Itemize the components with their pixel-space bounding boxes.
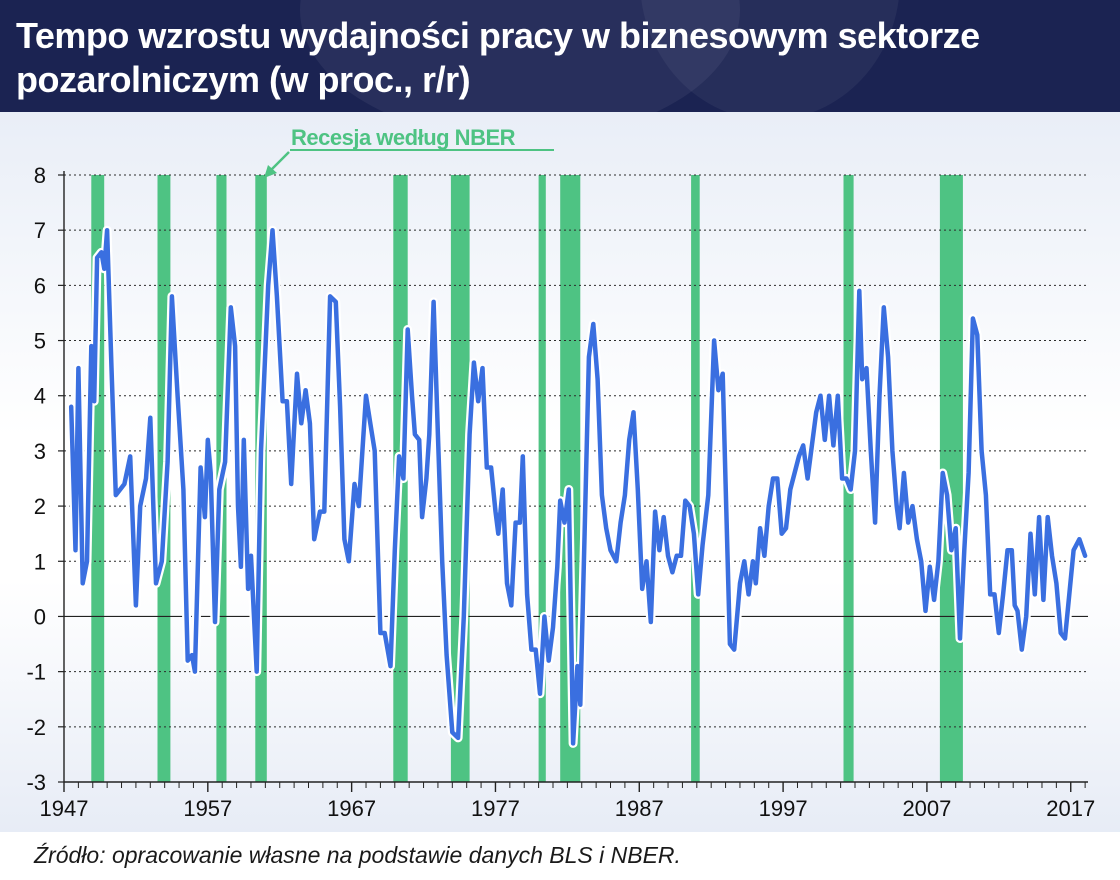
y-tick-label: 1 [34,549,46,574]
y-tick-label: 5 [34,329,46,354]
x-tick-label: 2017 [1046,796,1095,821]
annotation-arrowhead [264,165,277,178]
y-tick-label: 4 [34,384,46,409]
recession-annotation: Recesja według NBER [291,125,516,150]
y-tick-label: 3 [34,439,46,464]
y-tick-label: -2 [26,715,46,740]
y-tick-label: 7 [34,218,46,243]
header-decoration [300,0,740,112]
y-tick-label: -1 [26,660,46,685]
annotation-layer: Recesja według NBER [264,125,554,178]
chart-title: Tempo wzrostu wydajności pracy w bizneso… [16,15,980,100]
title-bar: Tempo wzrostu wydajności pracy w bizneso… [0,0,1120,112]
series-line [68,227,1088,746]
x-tick-label: 1967 [327,796,376,821]
y-tick-label: -3 [26,770,46,795]
recession-band [538,175,546,782]
x-tick-label: 1997 [759,796,808,821]
y-tick-label: 8 [34,163,46,188]
y-tick-label: 0 [34,604,46,629]
source-note: Źródło: opracowanie własne na podstawie … [34,842,681,868]
y-tick-label: 6 [34,273,46,298]
series-layer [66,225,1090,748]
y-tick-label: 2 [34,494,46,519]
annotation-arrow [270,151,290,171]
recession-band [691,175,700,782]
x-tick-label: 2007 [902,796,951,821]
x-tick-label: 1947 [40,796,89,821]
x-tick-label: 1987 [615,796,664,821]
x-tick-label: 1977 [471,796,520,821]
x-tick-label: 1957 [183,796,232,821]
